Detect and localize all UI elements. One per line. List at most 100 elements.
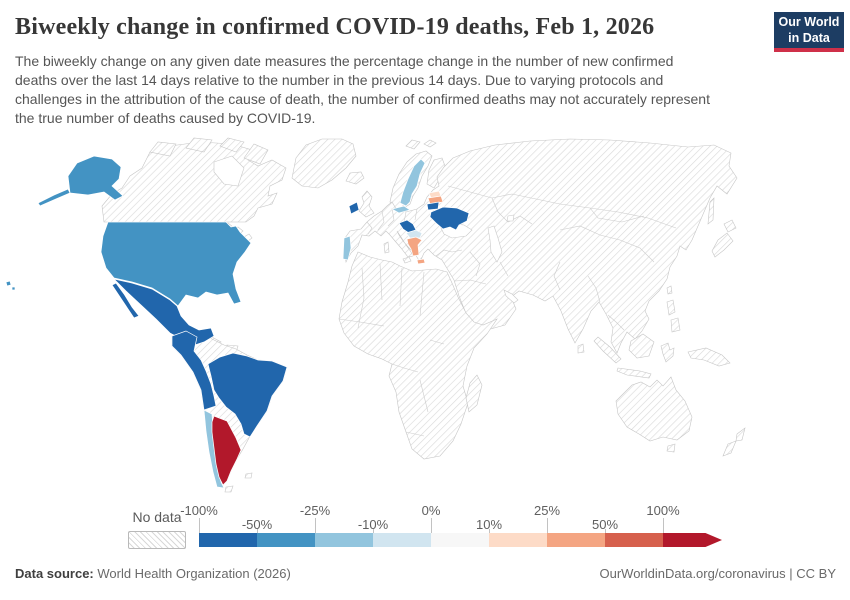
caspian-sea [487, 225, 503, 263]
legend-tick-label: -10% [357, 517, 389, 532]
baja-california[interactable] [111, 282, 140, 319]
falkland-islands [244, 472, 253, 479]
country-ukraine[interactable] [429, 206, 470, 231]
taiwan [666, 285, 673, 295]
tasmania [666, 443, 676, 453]
country-colombia-ecuador-peru[interactable] [171, 330, 217, 411]
legend-tick-line [663, 518, 664, 533]
country-australia [615, 376, 693, 442]
legend-tick-line [315, 518, 316, 533]
owid-logo[interactable]: Our World in Data [774, 12, 844, 52]
page-title: Biweekly change in confirmed COVID-19 de… [15, 14, 655, 40]
new-zealand [735, 427, 746, 442]
legend-tick-label: -100% [180, 503, 218, 518]
legend-segment[interactable] [547, 533, 605, 547]
chart-subtitle: The biweekly change on any given date me… [15, 53, 710, 126]
country-japan [723, 219, 737, 233]
arctic-island [149, 141, 177, 157]
borneo [628, 333, 655, 359]
logo-line2: in Data [788, 31, 830, 45]
new-zealand [722, 440, 737, 457]
legend-tick-line [489, 529, 490, 533]
country-uk [358, 190, 375, 218]
source-label: Data source: [15, 566, 94, 581]
legend-tick-label: 25% [533, 503, 561, 518]
philippines [666, 299, 676, 316]
sicily [402, 256, 412, 264]
tierra-del-fuego [224, 485, 234, 493]
footer-source: Data source: World Health Organization (… [15, 566, 291, 581]
legend-segment[interactable] [199, 533, 257, 547]
philippines [670, 317, 681, 333]
no-data-label: No data [132, 509, 182, 525]
country-iceland [345, 171, 365, 185]
source-value: World Health Organization (2026) [93, 566, 291, 581]
arctic-island [219, 137, 245, 153]
country-japan [711, 232, 734, 258]
country-portugal[interactable] [342, 235, 352, 261]
footer-divider: | [785, 566, 797, 581]
aral-sea [506, 214, 515, 222]
country-united-states[interactable] [100, 221, 252, 307]
legend-tick-line [373, 529, 374, 533]
legend-tick-line [547, 518, 548, 533]
country-ireland[interactable] [348, 201, 360, 215]
legend-tick-label: -50% [241, 517, 273, 532]
colored-countries [5, 155, 470, 489]
sakhalin [707, 197, 715, 225]
sardinia [383, 241, 390, 254]
legend-tick-line [199, 518, 200, 533]
legend-tick-line [257, 529, 258, 533]
country-borders [338, 185, 677, 437]
no-data-countries[interactable] [101, 137, 746, 493]
legend-segment[interactable] [431, 533, 489, 547]
country-finland [426, 157, 446, 189]
country-argentina[interactable] [211, 415, 242, 486]
sulawesi [660, 342, 675, 363]
eurasia [343, 138, 738, 354]
arctic-island [185, 137, 213, 153]
country-greece[interactable] [406, 236, 423, 257]
new-guinea [687, 347, 731, 367]
country-canada [101, 141, 287, 223]
legend-tick-line [431, 518, 432, 533]
world-map[interactable] [0, 130, 850, 502]
country-madagascar [465, 374, 483, 413]
footer-credit: OurWorldinData.org/coronavirus | CC BY [599, 566, 836, 581]
legend-tick-label: 50% [591, 517, 619, 532]
crete[interactable] [416, 258, 426, 265]
country-brazil[interactable] [207, 352, 288, 438]
no-data-swatch[interactable] [128, 531, 186, 549]
legend-tick-label: 100% [646, 503, 680, 518]
country-slovakia[interactable] [391, 205, 411, 214]
country-alaska[interactable] [67, 155, 124, 201]
legend-segment[interactable] [315, 533, 373, 547]
legend-segment[interactable] [663, 533, 722, 547]
legend-tick-label: 10% [475, 517, 503, 532]
logo-line1: Our World [778, 15, 840, 29]
country-greenland [291, 138, 357, 189]
country-sweden[interactable] [399, 158, 426, 207]
arctic-island [243, 143, 269, 165]
country-mexico[interactable] [112, 278, 215, 346]
footer-link[interactable]: OurWorldinData.org/coronavirus [599, 566, 786, 581]
country-sri-lanka [577, 343, 585, 354]
country-bulgaria-nmacedonia[interactable] [405, 229, 423, 239]
legend-segment[interactable] [373, 533, 431, 547]
svalbard [423, 139, 437, 148]
legend-tick-label: -25% [299, 503, 331, 518]
java [616, 367, 652, 379]
legend-tick-label: 0% [421, 503, 441, 518]
footer-license[interactable]: CC BY [796, 566, 836, 581]
legend-segment[interactable] [489, 533, 547, 547]
country-hawaii[interactable] [5, 280, 16, 291]
sumatra [593, 336, 622, 364]
legend-segment[interactable] [605, 533, 663, 547]
hudson-bay [213, 155, 245, 187]
legend-segment[interactable] [257, 533, 315, 547]
alaska-aleutians[interactable] [37, 188, 71, 207]
svalbard [405, 139, 421, 150]
persian-gulf [503, 289, 519, 304]
legend-tick-line [605, 529, 606, 533]
